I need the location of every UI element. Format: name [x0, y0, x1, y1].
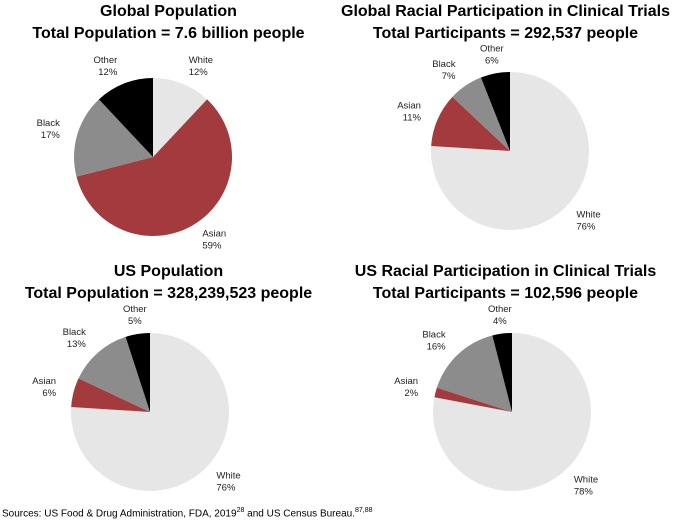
chart-title: Global Racial Participation in Clinical … [341, 3, 670, 20]
slice-label: White 76% [576, 210, 600, 233]
slice-label: White 78% [574, 475, 598, 498]
slice-label: Asian 59% [202, 228, 226, 251]
pie-slice-asian [76, 99, 232, 236]
global-trials-chart: Global Racial Participation in Clinical … [337, 0, 674, 250]
pie-chart: White 12% Asian 59% Black 17% Other 12% [37, 55, 232, 251]
pie-slice-white [431, 72, 589, 230]
source-text: Sources: US Food & Drug Administration, … [2, 508, 237, 520]
source-text: and US Census Bureau. [244, 508, 355, 520]
slice-label: Asian 6% [32, 376, 56, 399]
pie-slice-black [74, 99, 153, 177]
source-note: Sources: US Food & Drug Administration, … [2, 507, 373, 519]
source-ref: 28 [236, 507, 245, 514]
pie-chart: White 76% Asian 6% Black 13% Other 5% [32, 304, 240, 494]
pie-slice-other [492, 333, 512, 412]
us-trials-chart: US Racial Participation in Clinical Tria… [337, 260, 674, 510]
pie-slice-asian [71, 378, 150, 412]
slice-label: Black 13% [63, 327, 87, 350]
chart-title: US Racial Participation in Clinical Tria… [354, 263, 657, 280]
pie-chart: White 76% Asian 11% Black 7% Other 6% [397, 44, 600, 233]
chart-subtitle: Total Participants = 292,537 people [372, 25, 639, 42]
global-population-chart: Global Population Total Population = 7.6… [0, 0, 337, 251]
slice-label: Black 16% [422, 329, 446, 352]
pie-chart: White 78% Asian 2% Black 16% Other 4% [394, 304, 598, 498]
slice-label: Other 4% [488, 304, 512, 327]
slice-label: Black 7% [432, 59, 456, 82]
slice-label: Asian 2% [394, 376, 418, 399]
slice-label: Other 12% [94, 55, 118, 78]
chart-title: US Population [113, 263, 224, 280]
pie-slice-other [125, 333, 150, 412]
slice-label: Other 6% [480, 44, 504, 67]
chart-subtitle: Total Population = 7.6 billion people [32, 25, 305, 42]
pie-slice-other [98, 78, 153, 157]
slice-label: White 76% [216, 471, 240, 494]
pie-slice-black [452, 77, 510, 151]
pie-slice-black [78, 336, 150, 412]
pie-slice-white [71, 333, 230, 491]
chart-subtitle: Total Population = 328,239,523 people [24, 285, 313, 302]
slice-label: White 12% [189, 55, 213, 78]
slice-label: Other 5% [123, 304, 147, 327]
pie-slice-black [436, 335, 512, 412]
source-ref: 87,88 [354, 507, 373, 514]
pie-slice-other [480, 72, 510, 151]
pie-slice-asian [431, 96, 510, 151]
slice-label: Black 17% [37, 118, 61, 141]
chart-title: Global Population [100, 3, 237, 20]
chart-subtitle: Total Participants = 102,596 people [372, 285, 639, 302]
pie-slice-white [153, 78, 208, 157]
us-population-chart: US Population Total Population = 328,239… [0, 260, 337, 510]
pie-slice-asian [434, 387, 512, 412]
slice-label: Asian 11% [397, 100, 421, 123]
